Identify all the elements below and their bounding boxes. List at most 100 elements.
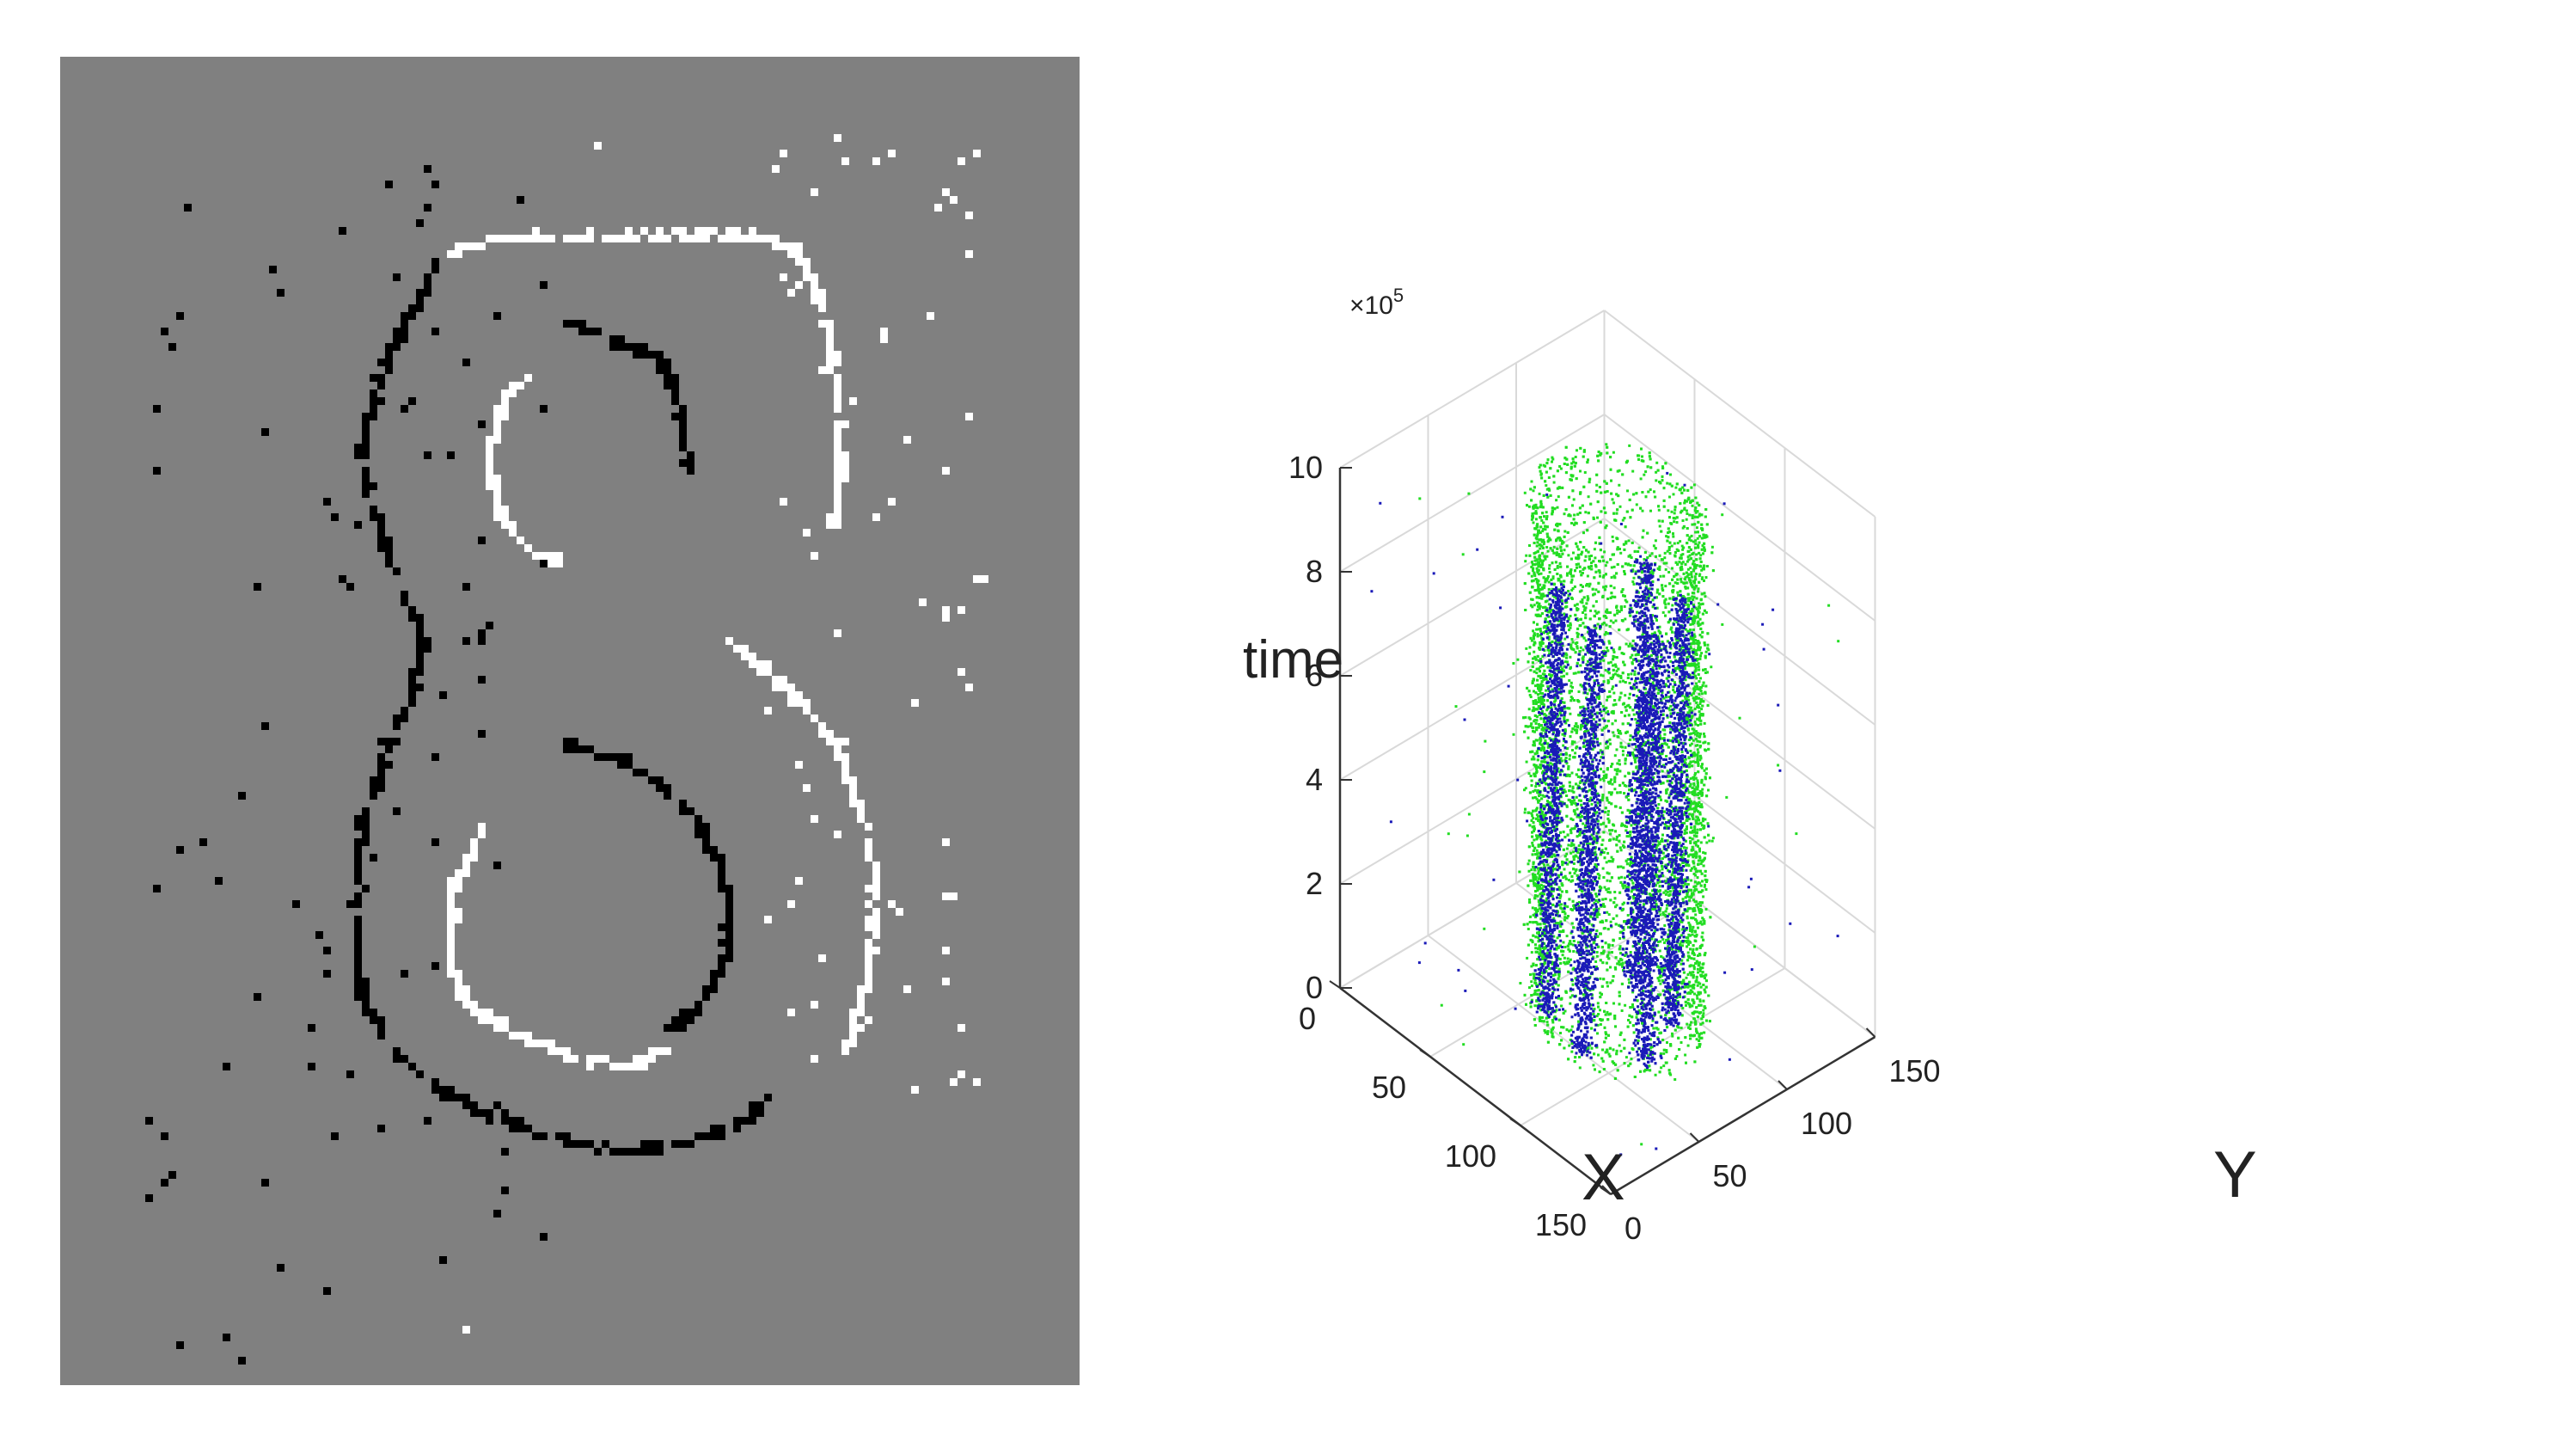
on-event-pixel <box>826 359 834 366</box>
on-event-noise-pixel <box>787 289 795 297</box>
off-event-noise-pixel <box>462 583 470 591</box>
off-event-pixel <box>385 560 393 567</box>
off-event-pixel <box>377 359 385 366</box>
off-event-pixel <box>694 1132 702 1140</box>
off-event-pixel <box>354 823 362 831</box>
on-event-pixel <box>811 281 818 289</box>
off-event-noise-pixel <box>292 900 300 908</box>
off-event-pixel <box>462 1101 470 1109</box>
off-event-pixel <box>408 699 416 707</box>
on-event-pixel <box>803 707 811 714</box>
off-event-pixel <box>354 923 362 931</box>
on-event-noise-pixel <box>942 188 950 196</box>
off-event-pixel <box>664 1024 671 1032</box>
on-event-pixel <box>818 730 826 738</box>
off-event-pixel <box>718 1132 725 1140</box>
off-event-pixel <box>694 823 702 831</box>
off-event-pixel <box>664 784 671 792</box>
off-event-pixel <box>702 985 710 993</box>
on-event-pixel <box>648 1047 656 1055</box>
on-event-pixel <box>455 250 462 258</box>
grid-line <box>1339 518 1606 677</box>
off-event-noise-pixel <box>323 947 331 954</box>
off-event-pixel <box>609 1148 617 1156</box>
off-event-pixel <box>756 1109 764 1117</box>
on-event-pixel <box>857 985 865 993</box>
on-event-pixel <box>756 235 764 242</box>
on-event-pixel <box>811 297 818 304</box>
on-event-pixel <box>586 1063 594 1070</box>
off-event-pixel <box>756 1101 764 1109</box>
on-event-pixel <box>849 1009 857 1016</box>
on-event-pixel <box>501 1016 509 1024</box>
off-event-pixel <box>370 1016 377 1024</box>
off-event-pixel <box>563 1140 571 1148</box>
off-event-pixel <box>370 776 377 784</box>
on-event-pixel <box>826 730 834 738</box>
on-event-noise-pixel <box>872 513 880 521</box>
off-event-pixel <box>656 366 664 374</box>
off-event-pixel <box>679 420 687 428</box>
on-event-pixel <box>571 1055 578 1063</box>
off-event-pixel <box>725 885 733 892</box>
on-event-pixel <box>803 258 811 266</box>
off-event-pixel <box>578 1140 586 1148</box>
off-event-pixel <box>617 1148 625 1156</box>
on-event-pixel <box>563 1047 571 1055</box>
on-event-pixel <box>725 637 733 645</box>
off-event-pixel <box>385 366 393 374</box>
on-event-pixel <box>872 869 880 877</box>
on-event-pixel <box>865 854 872 862</box>
on-event-noise-pixel <box>811 552 818 560</box>
off-event-pixel <box>517 1125 524 1132</box>
off-event-pixel <box>362 444 370 451</box>
on-event-pixel <box>749 227 756 235</box>
on-event-pixel <box>455 877 462 885</box>
off-event-noise-pixel <box>354 877 362 885</box>
on-event-pixel <box>826 343 834 351</box>
off-event-pixel <box>362 823 370 831</box>
off-event-pixel <box>563 738 571 745</box>
off-event-noise-pixel <box>431 838 439 846</box>
on-event-pixel <box>803 273 811 281</box>
off-event-pixel <box>408 668 416 676</box>
off-event-pixel <box>718 869 725 877</box>
on-event-pixel <box>478 831 486 838</box>
off-event-pixel <box>354 862 362 869</box>
off-event-pixel <box>354 846 362 854</box>
off-event-noise-pixel <box>478 676 486 684</box>
on-event-pixel <box>486 444 493 451</box>
on-event-pixel <box>455 242 462 250</box>
off-event-pixel <box>377 374 385 382</box>
off-event-pixel <box>718 877 725 885</box>
off-event-pixel <box>664 382 671 389</box>
off-event-pixel <box>370 389 377 397</box>
off-event-pixel <box>424 289 431 297</box>
off-event-pixel <box>718 1125 725 1132</box>
on-event-pixel <box>741 645 749 653</box>
off-event-pixel <box>687 1016 694 1024</box>
off-event-pixel <box>447 1094 455 1101</box>
off-event-pixel <box>354 869 362 877</box>
off-event-noise-pixel <box>323 1287 331 1295</box>
off-event-noise-pixel <box>393 273 401 281</box>
on-event-pixel <box>702 227 710 235</box>
off-event-noise-pixel <box>145 1194 153 1202</box>
grid-line <box>1427 935 1700 1143</box>
off-event-pixel <box>416 645 424 653</box>
on-event-pixel <box>586 235 594 242</box>
on-event-pixel <box>679 235 687 242</box>
off-event-pixel <box>370 513 377 521</box>
on-event-pixel <box>586 1055 594 1063</box>
on-event-noise-pixel <box>764 916 772 923</box>
off-event-pixel <box>362 838 370 846</box>
on-event-noise-pixel <box>919 598 927 606</box>
off-event-noise-pixel <box>493 1210 501 1217</box>
on-event-noise-pixel <box>849 397 857 405</box>
on-event-pixel <box>795 250 803 258</box>
on-event-pixel <box>493 482 501 490</box>
off-event-pixel <box>416 684 424 691</box>
off-event-pixel <box>354 931 362 939</box>
off-event-pixel <box>416 629 424 637</box>
off-event-pixel <box>694 831 702 838</box>
